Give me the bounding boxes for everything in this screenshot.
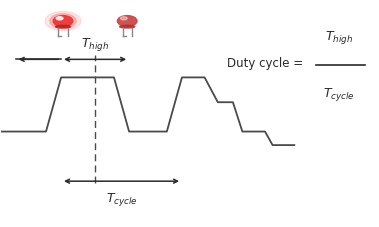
Text: $T_{cycle}$: $T_{cycle}$: [106, 191, 138, 208]
Ellipse shape: [120, 25, 135, 28]
Ellipse shape: [56, 17, 63, 20]
Text: $T_{cycle}$: $T_{cycle}$: [323, 86, 355, 104]
Ellipse shape: [121, 17, 127, 20]
Ellipse shape: [55, 25, 70, 28]
Text: $T_{high}$: $T_{high}$: [324, 29, 353, 46]
Ellipse shape: [117, 16, 137, 26]
Ellipse shape: [45, 11, 81, 31]
Ellipse shape: [53, 16, 73, 26]
Ellipse shape: [50, 14, 76, 28]
Text: Duty cycle =: Duty cycle =: [227, 57, 307, 70]
Text: $T_{high}$: $T_{high}$: [81, 36, 109, 53]
